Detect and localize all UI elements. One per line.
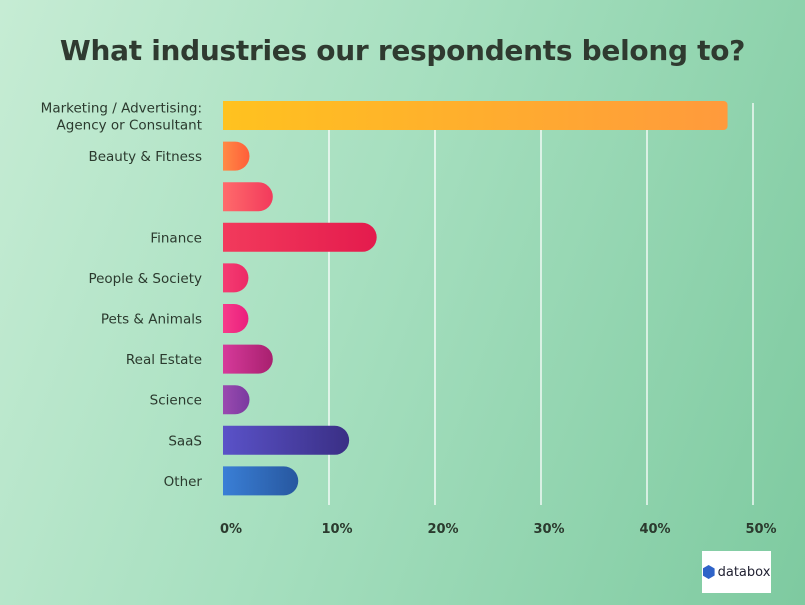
category-label: Pets & Animals (101, 312, 202, 328)
x-tick-label: 10% (321, 522, 352, 537)
bar (223, 425, 350, 455)
category-label: Agency or Consultant (57, 118, 202, 134)
databox-logo: databox (702, 551, 771, 593)
databox-logo-icon (702, 565, 715, 579)
x-tick-label: 0% (220, 522, 242, 537)
bar (223, 222, 377, 252)
bar (223, 304, 249, 333)
category-label: SaaS (168, 433, 202, 449)
bar (223, 182, 273, 212)
bar (223, 101, 728, 130)
bar (223, 385, 250, 415)
bar (223, 263, 249, 293)
x-tick-label: 30% (533, 522, 564, 537)
x-tick-label: 20% (427, 522, 458, 537)
bar (223, 344, 273, 374)
category-label: Beauty & Fitness (88, 149, 202, 165)
category-label: People & Society (88, 271, 202, 287)
category-label: Real Estate (126, 352, 202, 368)
x-tick-label: 50% (745, 522, 776, 537)
category-label: Science (150, 393, 202, 409)
category-label: Finance (150, 230, 202, 246)
bar (223, 141, 250, 171)
category-label: Marketing / Advertising: (41, 101, 202, 117)
category-label: Other (164, 474, 203, 490)
x-tick-label: 40% (639, 522, 670, 537)
chart-title: What industries our respondents belong t… (59, 34, 746, 67)
bar (223, 466, 299, 496)
logo-text: databox (717, 564, 771, 580)
